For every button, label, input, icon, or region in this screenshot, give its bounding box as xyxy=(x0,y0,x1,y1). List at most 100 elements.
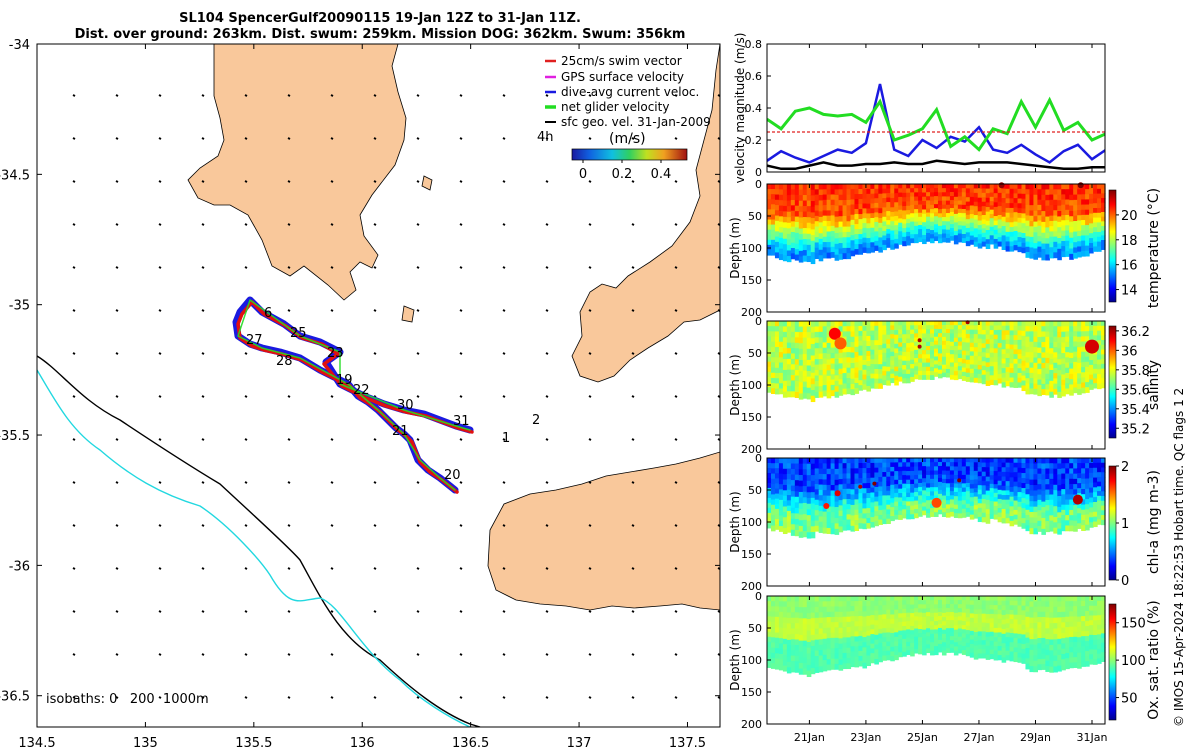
section-cell xyxy=(941,458,947,463)
section-cell xyxy=(830,189,836,196)
section-cell xyxy=(930,333,935,339)
section-cell xyxy=(997,351,1003,357)
section-cell xyxy=(1093,482,1098,488)
section-cell xyxy=(997,188,1003,194)
section-cell xyxy=(937,619,943,625)
section-cell xyxy=(818,660,824,667)
section-cell xyxy=(922,222,927,228)
section-cell xyxy=(830,632,836,639)
section-cell xyxy=(914,204,919,210)
section-cell xyxy=(878,505,883,511)
section-cell xyxy=(1041,341,1046,348)
section-cell xyxy=(862,350,868,356)
section-cell xyxy=(774,189,780,196)
section-cell xyxy=(989,509,995,515)
section-cell xyxy=(1009,619,1015,625)
section-cell xyxy=(846,336,852,343)
section-cell xyxy=(1029,501,1035,508)
section-cell xyxy=(1001,325,1007,332)
section-cell xyxy=(1069,347,1074,354)
section-cell xyxy=(945,470,951,476)
section-cell xyxy=(902,634,907,640)
section-cell xyxy=(1077,347,1082,353)
section-cell xyxy=(1073,505,1078,511)
section-cell xyxy=(870,653,875,659)
section-cell xyxy=(941,642,947,648)
vector-arrow xyxy=(502,352,506,355)
section-cell xyxy=(973,325,979,331)
section-cell xyxy=(1021,503,1027,509)
section-cell xyxy=(914,234,919,239)
section-cell xyxy=(945,192,951,198)
section-cell xyxy=(1089,369,1094,376)
section-cell xyxy=(961,204,967,210)
section-cell xyxy=(1033,352,1038,359)
section-cell xyxy=(1045,515,1050,522)
section-cell xyxy=(1093,472,1098,479)
section-cell xyxy=(918,645,923,651)
section-cell xyxy=(814,353,820,360)
section-cell xyxy=(850,224,856,231)
temperature-colorbar xyxy=(1108,189,1117,303)
section-cell xyxy=(798,486,804,493)
section-cell xyxy=(941,491,947,497)
section-cell xyxy=(1021,355,1027,362)
section-cell xyxy=(977,373,983,379)
section-cell xyxy=(850,384,856,390)
section-cell xyxy=(957,640,963,646)
section-cell xyxy=(1077,473,1082,479)
section-cell xyxy=(1069,200,1074,207)
day-label: 20 xyxy=(444,468,461,483)
section-cell xyxy=(977,206,983,212)
section-cell xyxy=(1037,184,1042,190)
section-cell xyxy=(1069,221,1074,228)
section-cell xyxy=(894,188,899,194)
section-cell xyxy=(997,223,1003,229)
section-cell xyxy=(1021,213,1027,219)
section-cell xyxy=(866,380,871,387)
section-cell xyxy=(957,229,963,235)
section-cell xyxy=(930,633,935,639)
section-cell xyxy=(949,232,955,237)
section-cell xyxy=(862,198,868,205)
section-cell xyxy=(973,513,979,519)
section-cell xyxy=(953,479,959,485)
section-cell xyxy=(806,195,812,202)
section-cell xyxy=(1041,468,1046,475)
section-cell xyxy=(1077,331,1082,338)
section-cell xyxy=(1005,371,1011,378)
section-cell xyxy=(965,359,971,365)
section-cell xyxy=(1073,231,1078,238)
section-cell xyxy=(810,223,816,231)
section-cell xyxy=(894,362,899,368)
section-cell xyxy=(1025,357,1031,364)
section-cell xyxy=(846,488,852,495)
section-cell xyxy=(1093,217,1098,223)
section-cell xyxy=(914,648,919,654)
section-cell xyxy=(894,184,899,190)
section-cell xyxy=(926,636,931,641)
section-cell xyxy=(854,367,860,374)
section-cell xyxy=(782,528,788,535)
section-cell xyxy=(826,184,832,190)
salinity-colorbar-label: salinity xyxy=(1146,360,1162,410)
section-cell xyxy=(989,622,995,628)
section-cell xyxy=(945,608,951,613)
section-cell xyxy=(1037,478,1042,485)
section-cell xyxy=(894,600,899,606)
section-cell xyxy=(910,647,915,653)
section-cell xyxy=(818,644,824,651)
section-cell xyxy=(1081,346,1086,353)
section-cell xyxy=(1089,497,1094,504)
section-cell xyxy=(862,631,868,638)
section-cell xyxy=(818,468,824,475)
section-cell xyxy=(981,467,987,473)
section-cell xyxy=(1101,198,1106,204)
section-cell xyxy=(1045,227,1050,234)
section-cell xyxy=(862,616,868,623)
section-cell xyxy=(822,326,828,333)
section-cell xyxy=(906,338,911,344)
section-cell xyxy=(874,321,879,327)
section-cell xyxy=(774,236,780,243)
section-cell xyxy=(934,458,939,463)
